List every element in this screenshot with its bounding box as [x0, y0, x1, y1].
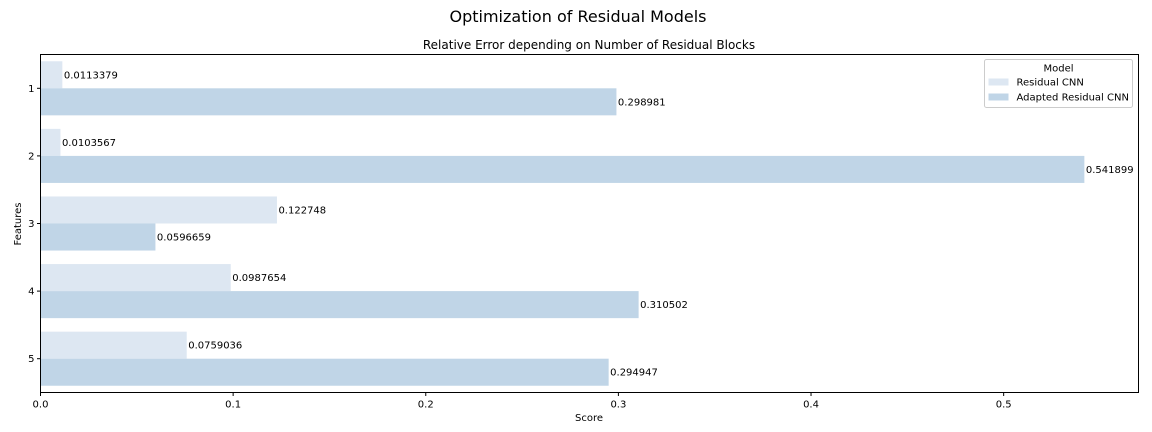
- x-tick-label: 0.0: [33, 400, 49, 411]
- legend-swatch: [988, 78, 1009, 86]
- y-axis-label: Features: [13, 203, 24, 246]
- legend-swatch: [988, 93, 1009, 101]
- bars-group: [40, 61, 1085, 386]
- legend-entry-label: Residual CNN: [1017, 78, 1084, 89]
- x-axis: 0.0 0.1 0.2 0.3 0.4 0.5: [33, 392, 1012, 411]
- bar-value-label: 0.298981: [618, 97, 666, 108]
- legend: Model Residual CNN Adapted Residual CNN: [984, 59, 1133, 108]
- y-tick-label: 4: [28, 287, 34, 298]
- bar-value-label: 0.310502: [640, 300, 688, 311]
- y-tick-label: 2: [28, 151, 34, 162]
- bar-adapted-residual-cnn-2: [40, 155, 1085, 183]
- bar-value-label: 0.122748: [278, 205, 326, 216]
- bar-value-label: 0.294947: [610, 368, 658, 379]
- bar-residual-cnn-1: [40, 61, 63, 89]
- bar-residual-cnn-3: [40, 196, 277, 224]
- chart-title: Relative Error depending on Number of Re…: [423, 38, 755, 52]
- bar-adapted-residual-cnn-4: [40, 291, 639, 319]
- x-tick-label: 0.5: [996, 400, 1012, 411]
- bar-value-label: 0.0759036: [188, 341, 242, 352]
- bar-residual-cnn-5: [40, 331, 187, 359]
- x-axis-label: Score: [575, 413, 603, 424]
- bar-residual-cnn-4: [40, 264, 231, 292]
- legend-box: [984, 59, 1133, 108]
- legend-title: Model: [1043, 64, 1073, 75]
- bar-adapted-residual-cnn-5: [40, 358, 609, 386]
- bar-labels-group: 0.0113379 0.0103567 0.122748 0.0987654 0.075…: [62, 70, 1134, 378]
- bar-residual-cnn-2: [40, 128, 61, 156]
- x-tick-label: 0.2: [418, 400, 434, 411]
- bar-value-label: 0.0987654: [232, 273, 286, 284]
- x-tick-label: 0.1: [225, 400, 241, 411]
- x-tick-label: 0.3: [610, 400, 626, 411]
- bar-adapted-residual-cnn-3: [40, 223, 156, 251]
- bar-adapted-residual-cnn-1: [40, 88, 617, 116]
- figure-title: Optimization of Residual Models: [449, 7, 707, 26]
- bar-value-label: 0.0103567: [62, 138, 116, 149]
- y-tick-label: 3: [28, 219, 34, 230]
- y-tick-label: 1: [28, 84, 34, 95]
- x-tick-label: 0.4: [803, 400, 819, 411]
- bar-value-label: 0.541899: [1086, 165, 1134, 176]
- bar-value-label: 0.0596659: [157, 233, 211, 244]
- bar-value-label: 0.0113379: [64, 70, 118, 81]
- legend-entry-label: Adapted Residual CNN: [1017, 93, 1129, 104]
- y-axis: 1 2 3 4 5: [28, 84, 41, 365]
- y-tick-label: 5: [28, 354, 34, 365]
